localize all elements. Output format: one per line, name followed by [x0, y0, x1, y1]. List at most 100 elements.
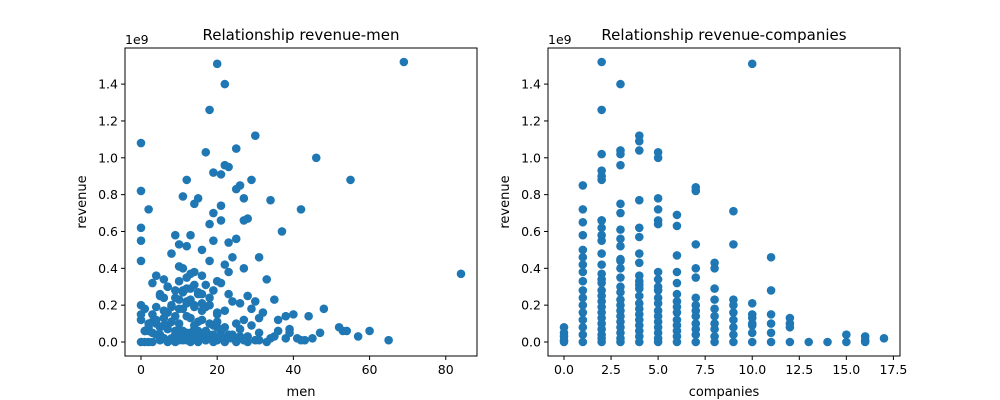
data-point [747, 313, 757, 323]
data-point [212, 59, 222, 69]
data-point [144, 205, 153, 214]
chart-title: Relationship revenue-men [202, 26, 399, 44]
data-point [224, 162, 233, 172]
data-point [384, 335, 393, 345]
data-point [729, 240, 738, 249]
data-point [710, 264, 719, 273]
data-point [209, 236, 218, 245]
data-point [155, 330, 165, 339]
data-point [243, 291, 252, 301]
data-point [729, 206, 738, 216]
data-point [578, 276, 588, 286]
data-point [597, 216, 606, 225]
data-point [653, 153, 663, 163]
data-point [277, 227, 287, 236]
chart-panel-revenue-men: Relationship revenue-men 1e9 0 20 40 60 80 0… [75, 26, 478, 400]
data-point [823, 337, 832, 347]
data-point [672, 221, 682, 231]
data-point [231, 144, 241, 153]
data-point [578, 217, 588, 227]
data-point [729, 300, 738, 310]
data-point [672, 278, 682, 288]
data-point [747, 328, 757, 338]
data-point [672, 210, 682, 220]
data-point [578, 337, 588, 347]
scatter-points [559, 57, 889, 347]
data-point [578, 245, 588, 255]
data-point [785, 322, 795, 332]
data-point [209, 208, 218, 218]
data-point [804, 337, 814, 347]
data-point [766, 286, 776, 295]
data-point [672, 267, 682, 277]
data-point [186, 330, 195, 339]
data-point [262, 337, 272, 347]
y-tick-label: 0.6 [521, 224, 541, 239]
data-point [216, 278, 226, 288]
data-point [634, 223, 644, 233]
y-axis-label: revenue [75, 175, 90, 228]
x-axis-ticks: 0 20 40 60 80 [137, 356, 454, 377]
data-point [182, 175, 192, 185]
x-axis-label: men [287, 385, 316, 400]
data-point [174, 276, 184, 286]
data-point [281, 311, 291, 321]
data-point [170, 230, 180, 240]
data-point [710, 324, 719, 334]
y-tick-label: 0.4 [521, 261, 541, 276]
data-point [197, 306, 207, 315]
data-point [578, 300, 588, 310]
data-point [190, 199, 199, 209]
data-point [616, 273, 625, 282]
data-point [209, 330, 218, 339]
x-axis-ticks: 0.0 2.5 5.0 7.5 10.0 12.5 15.0 17.5 [554, 356, 907, 377]
data-point [559, 337, 569, 347]
chart-title: Relationship revenue-companies [601, 26, 846, 44]
data-point [304, 311, 313, 321]
data-point [190, 280, 199, 290]
data-point [747, 299, 757, 308]
data-point [197, 245, 207, 255]
data-point [634, 195, 644, 205]
data-point [578, 293, 588, 303]
data-point [205, 319, 214, 328]
x-tick-label: 15.0 [832, 362, 860, 377]
y-offset-text: 1e9 [125, 32, 149, 47]
data-point [616, 287, 625, 297]
data-point [190, 302, 199, 312]
data-point [247, 321, 256, 330]
data-point [616, 241, 625, 251]
data-point [205, 219, 214, 229]
data-point [136, 223, 146, 233]
data-point [250, 131, 260, 140]
data-point [140, 326, 150, 336]
data-point [159, 306, 169, 315]
data-point [597, 105, 606, 115]
data-point [182, 241, 192, 251]
y-offset-text: 1e9 [548, 32, 572, 47]
data-point [766, 319, 776, 328]
data-point [228, 297, 237, 306]
data-point [289, 310, 298, 319]
data-point [634, 291, 644, 301]
data-point [691, 264, 701, 273]
data-point [174, 319, 184, 328]
data-point [653, 286, 663, 295]
data-point [220, 260, 230, 269]
data-point [197, 271, 207, 280]
data-point [239, 315, 249, 325]
data-point [296, 335, 306, 345]
data-point [151, 271, 161, 280]
x-tick-label: 17.5 [879, 362, 907, 377]
data-point [163, 282, 172, 292]
data-point [691, 337, 701, 347]
data-point [136, 186, 146, 196]
y-axis-label: revenue [498, 175, 513, 228]
data-point [634, 136, 644, 146]
y-tick-label: 1.0 [98, 150, 118, 165]
data-point [616, 337, 625, 347]
data-point [342, 326, 352, 336]
data-point [729, 330, 738, 339]
data-point [212, 308, 222, 317]
data-point [273, 315, 283, 325]
